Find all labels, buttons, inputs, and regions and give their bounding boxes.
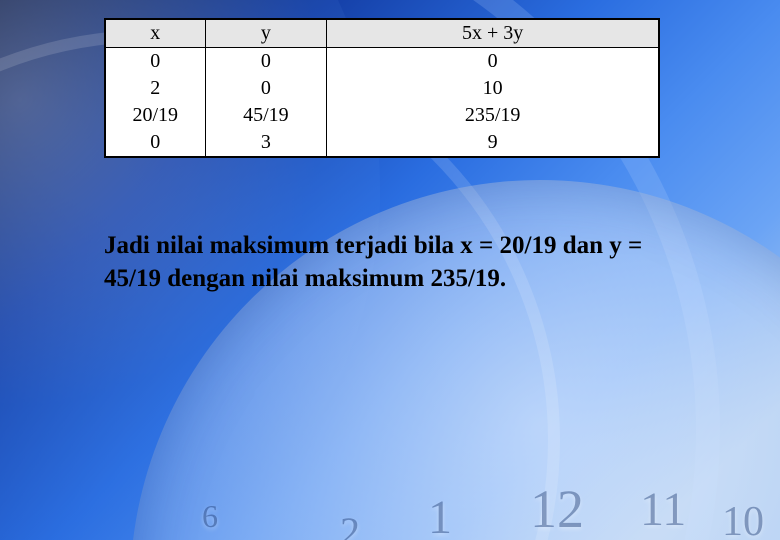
col-header-y: y [205,20,327,48]
table-header-row: x y 5x + 3y [106,20,659,48]
table-cell: 0 [205,48,327,76]
table-cell: 9 [327,129,659,157]
table-cell: 0 [106,48,206,76]
table-row: 039 [106,129,659,157]
col-header-fxy: 5x + 3y [327,20,659,48]
table-row: 2010 [106,75,659,102]
slide-content: x y 5x + 3y 000201020/1945/19235/19039 J… [0,0,780,540]
table-row: 000 [106,48,659,76]
table-cell: 20/19 [106,102,206,129]
data-table: x y 5x + 3y 000201020/1945/19235/19039 [104,18,660,158]
table-cell: 0 [327,48,659,76]
table-cell: 0 [106,129,206,157]
table-cell: 0 [205,75,327,102]
table-cell: 3 [205,129,327,157]
table-row: 20/1945/19235/19 [106,102,659,129]
table-cell: 235/19 [327,102,659,129]
col-header-x: x [106,20,206,48]
table-cell: 10 [327,75,659,102]
conclusion-text: Jadi nilai maksimum terjadi bila x = 20/… [104,230,664,295]
table-cell: 2 [106,75,206,102]
table-cell: 45/19 [205,102,327,129]
